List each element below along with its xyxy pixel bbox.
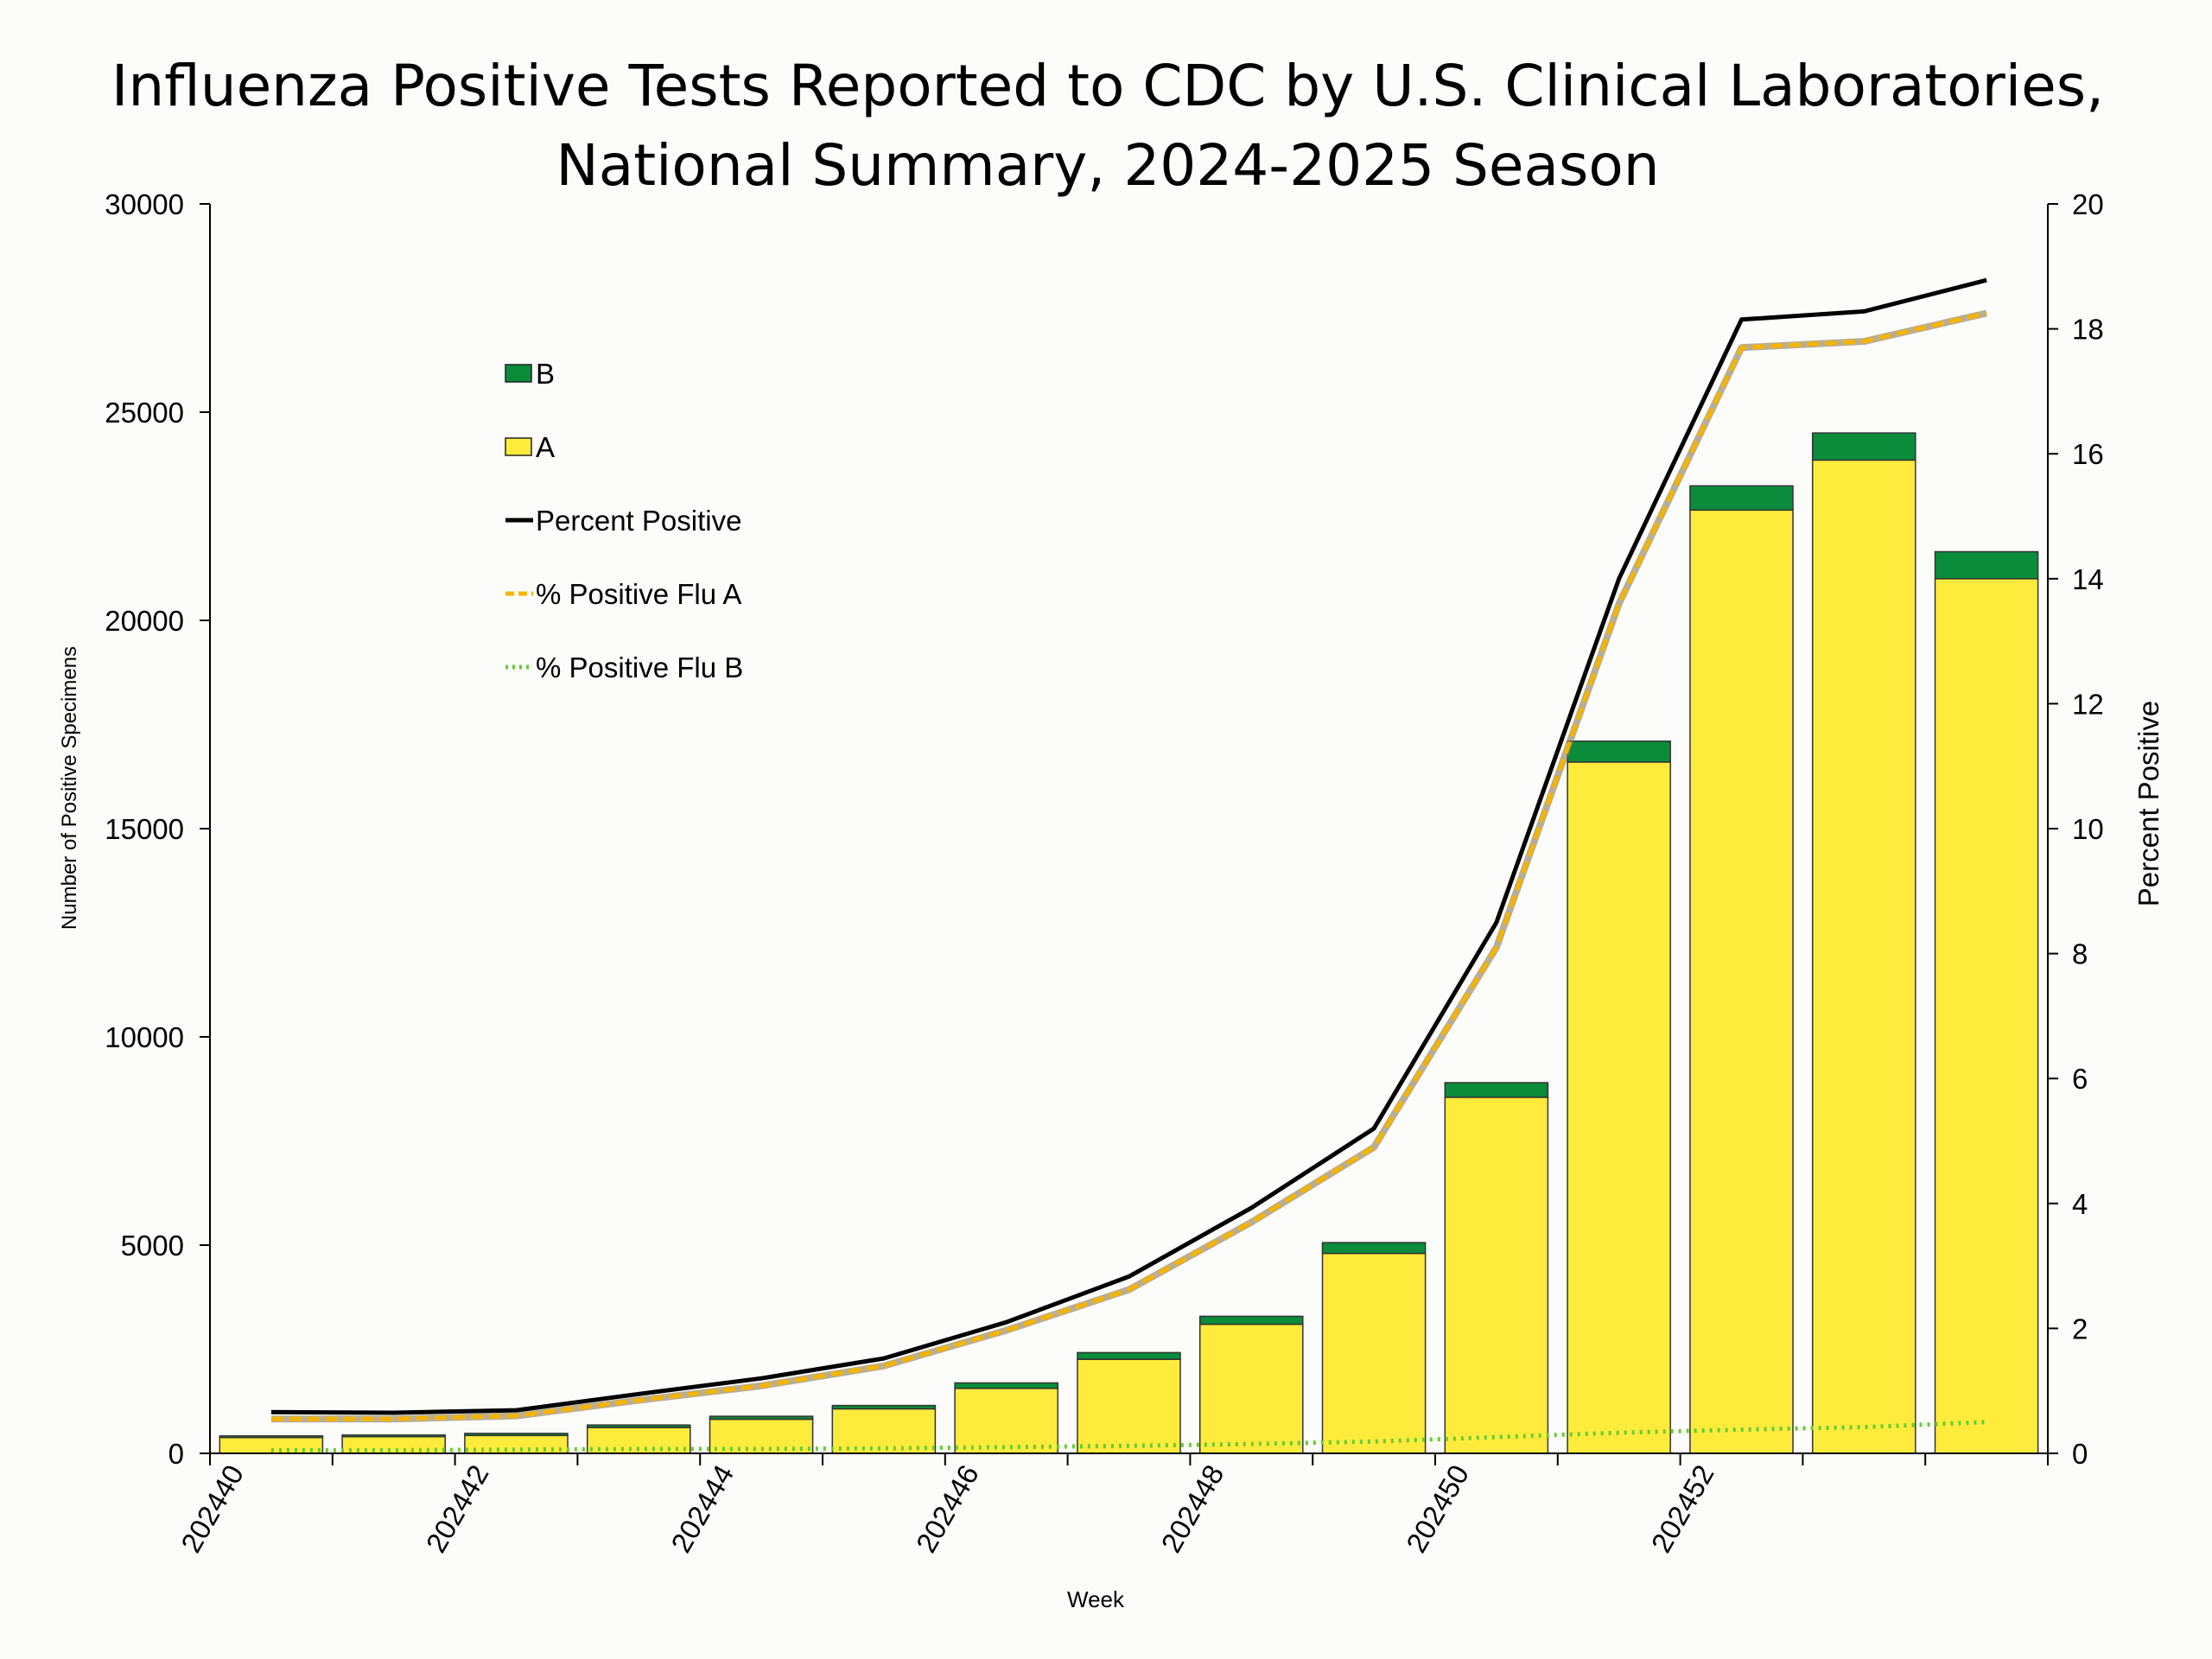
line--positive-flu-b <box>270 1420 1987 1452</box>
y2-tick-label-10: 10 <box>2072 813 2104 845</box>
y2-tick-label-18: 18 <box>2072 314 2104 346</box>
legend: B A Percent Positive % Positive Flu A % Posi… <box>505 358 743 683</box>
bar-b-202451 <box>1567 741 1671 763</box>
y2-tick-label-16: 16 <box>2072 438 2104 470</box>
bars-layer <box>219 432 2039 1454</box>
x-tick-label-202450: 202450 <box>1400 1459 1475 1558</box>
y2-tick-label-20: 20 <box>2072 188 2104 220</box>
y-tick-label-10000: 10000 <box>105 1021 184 1053</box>
chart-title-line-1: Influenza Positive Tests Reported to CDC… <box>111 53 2104 119</box>
y2-tick-label-6: 6 <box>2072 1063 2088 1095</box>
bar-b-202452 <box>1689 485 1794 512</box>
line--positive-flu-a <box>270 311 1987 1421</box>
bar-a-202448 <box>1198 1323 1304 1454</box>
bar-b-202450 <box>1444 1082 1549 1098</box>
x-tick-label-202448: 202448 <box>1154 1459 1230 1558</box>
bar-b-202442 <box>464 1433 569 1437</box>
y2-tick-label-4: 4 <box>2072 1188 2088 1220</box>
x-tick-label-202452: 202452 <box>1645 1459 1720 1558</box>
y2-tick-label-8: 8 <box>2072 938 2088 970</box>
bar-a-202501 <box>1811 459 1916 1454</box>
chart-title: Influenza Positive Tests Reported to CDC… <box>111 53 2104 199</box>
bar-a-202452 <box>1689 509 1794 1454</box>
bar-b-202501 <box>1811 432 1916 461</box>
legend-item-b-label: B <box>536 358 555 390</box>
legend-item--positive-flu-b-label: % Positive Flu B <box>536 652 743 683</box>
y-tick-label-25000: 25000 <box>105 397 184 429</box>
x-tick-label-202446: 202446 <box>910 1459 985 1558</box>
legend-item-percent-positive-label: Percent Positive <box>536 505 741 537</box>
bar-b-202449 <box>1321 1242 1427 1255</box>
y-tick-label-0: 0 <box>168 1438 184 1470</box>
legend-item-a-swatch <box>505 437 532 456</box>
y-tick-label-15000: 15000 <box>105 813 184 845</box>
bar-a-202447 <box>1077 1358 1181 1454</box>
bar-b-202445 <box>831 1404 937 1410</box>
y-tick-label-20000: 20000 <box>105 605 184 637</box>
y2-tick-label-0: 0 <box>2072 1438 2088 1470</box>
bar-b-202444 <box>709 1415 814 1421</box>
bar-a-202502 <box>1934 578 2039 1454</box>
y-tick-label-30000: 30000 <box>105 188 184 220</box>
bar-a-202449 <box>1321 1252 1427 1454</box>
bar-b-202446 <box>954 1382 1058 1389</box>
bar-a-202440 <box>219 1436 324 1454</box>
x-tick-label-202440: 202440 <box>175 1459 250 1558</box>
legend-item-a-label: A <box>536 431 555 463</box>
y-tick-label-5000: 5000 <box>121 1230 184 1262</box>
legend-item--positive-flu-a-label: % Positive Flu A <box>536 578 741 610</box>
x-tick-label-202442: 202442 <box>420 1459 495 1558</box>
x-axis-title: Week <box>1067 1586 1125 1612</box>
bar-a-202450 <box>1444 1096 1549 1454</box>
y2-tick-label-14: 14 <box>2072 563 2104 595</box>
y-axis-title: Number of Positive Specimens <box>58 646 81 930</box>
chart-title-line-2: National Summary, 2024-2025 Season <box>556 132 1659 199</box>
bar-b-202502 <box>1934 550 2039 580</box>
bar-b-202443 <box>586 1424 691 1428</box>
legend-item-b-swatch <box>505 364 532 383</box>
bar-b-202441 <box>341 1434 446 1438</box>
bar-b-202448 <box>1198 1315 1304 1325</box>
y2-axis-title: Percent Positive <box>2133 701 2164 906</box>
x-tick-label-202444: 202444 <box>664 1459 740 1558</box>
bar-a-202446 <box>954 1388 1058 1454</box>
bar-b-202440 <box>219 1435 324 1439</box>
y2-tick-label-12: 12 <box>2072 688 2104 720</box>
lines-layer <box>270 277 1987 1452</box>
bar-a-202451 <box>1567 761 1671 1454</box>
line-percent-positive <box>270 277 1987 1415</box>
bar-b-202447 <box>1077 1351 1181 1360</box>
y2-tick-label-2: 2 <box>2072 1313 2088 1344</box>
